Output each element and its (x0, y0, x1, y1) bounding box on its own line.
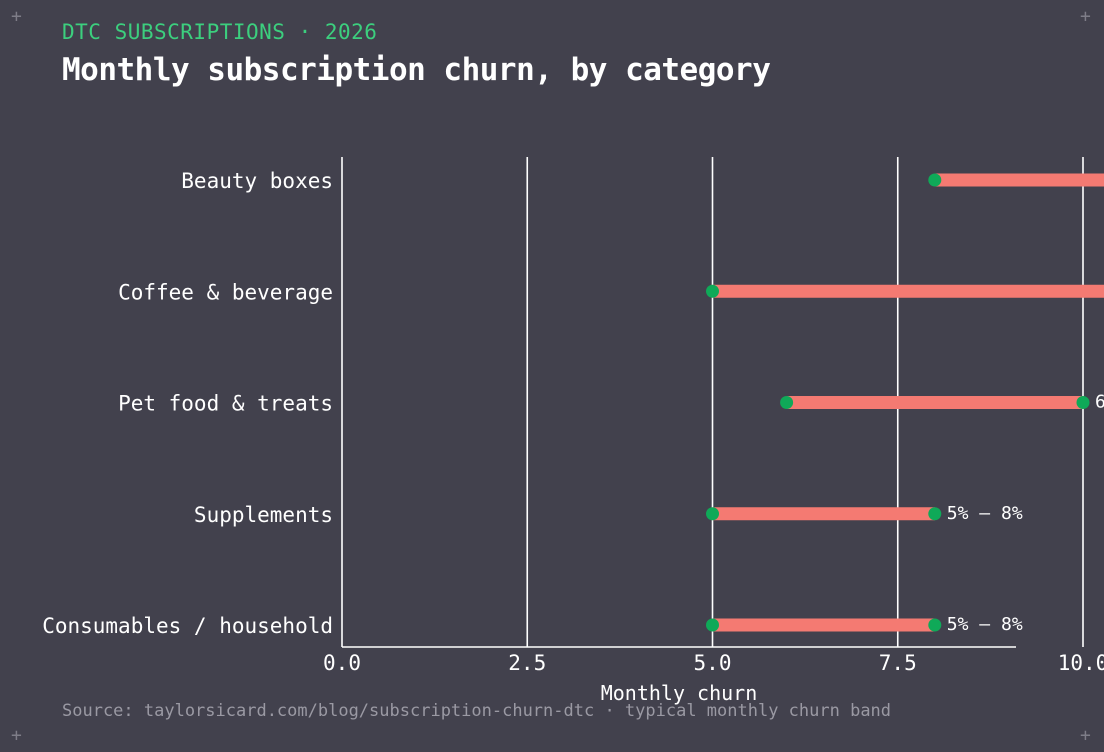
range-label: 6% – 10% (1095, 392, 1104, 413)
x-tick-label: 0.0 (323, 651, 361, 675)
range-low-dot (928, 173, 942, 187)
x-axis-label: Monthly churn (601, 681, 758, 705)
x-tick-label: 5.0 (694, 651, 732, 675)
category-label: Consumables / household (42, 614, 333, 638)
corner-mark: + (11, 6, 22, 27)
range-low-dot (706, 618, 719, 632)
x-tick-label: 2.5 (508, 651, 546, 675)
range-label: 5% – 8% (947, 503, 1023, 524)
range-low-dot (706, 507, 719, 521)
category-label: Beauty boxes (181, 169, 333, 193)
corner-mark: + (11, 725, 22, 746)
chart-title: Monthly subscription churn, by category (62, 52, 771, 88)
corner-mark: + (1080, 725, 1091, 746)
corner-mark: + (1080, 6, 1091, 27)
range-high-dot (928, 507, 942, 521)
category-label: Coffee & beverage (118, 280, 333, 304)
range-high-dot (1076, 396, 1090, 409)
range-low-dot (706, 284, 719, 298)
category-label: Supplements (194, 503, 333, 527)
source-note: Source: taylorsicard.com/blog/subscripti… (62, 701, 892, 721)
category-label: Pet food & treats (118, 392, 333, 416)
range-high-dot (928, 618, 942, 632)
range-label: 5% – 8% (947, 614, 1023, 635)
range-low-dot (780, 396, 794, 409)
chart-kicker: DTC SUBSCRIPTIONS · 2026 (62, 20, 378, 44)
x-tick-label: 10.0 (1058, 651, 1104, 675)
x-tick-label: 7.5 (879, 651, 917, 675)
